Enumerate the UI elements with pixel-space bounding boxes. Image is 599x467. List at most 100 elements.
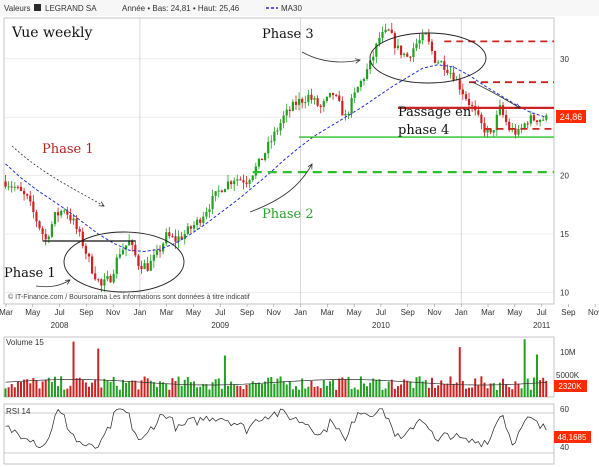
candle-body — [430, 41, 434, 51]
candle-body — [124, 245, 128, 250]
x-tick-label: Mar — [481, 308, 495, 317]
volume-bar — [257, 382, 260, 397]
volume-tick-10m: 10M — [560, 348, 576, 357]
volume-bar — [412, 387, 415, 397]
volume-bar — [319, 388, 322, 397]
candle-body — [4, 181, 7, 187]
candle-body — [97, 279, 100, 281]
candle-body — [44, 233, 47, 240]
candle-body — [174, 236, 177, 242]
volume-bar — [452, 383, 455, 397]
candle-body — [440, 61, 443, 63]
candle-body — [260, 158, 264, 161]
volume-bar — [418, 376, 421, 397]
volume-bar — [57, 386, 60, 397]
volume-bar — [406, 380, 409, 397]
candle-body — [291, 101, 295, 111]
candle-body — [344, 113, 347, 116]
candle-body — [202, 216, 205, 223]
volume-bar — [146, 378, 149, 397]
candle-body — [437, 62, 440, 64]
year-separators — [139, 18, 462, 304]
volume-bar — [495, 389, 498, 397]
candle-body — [307, 94, 310, 103]
candle-body — [38, 221, 41, 229]
candle-body — [378, 37, 381, 44]
volume-bar — [94, 379, 97, 397]
x-tick-label: May — [507, 308, 522, 317]
volume-bar — [165, 383, 168, 397]
candle-body — [505, 115, 508, 122]
candle-body — [165, 232, 168, 244]
ellipse-phase1 — [63, 231, 185, 293]
x-tick-label: Sep — [240, 308, 255, 317]
volume-bar — [53, 376, 56, 397]
volume-bar — [505, 384, 508, 397]
candle-body — [94, 273, 97, 280]
candle-body — [467, 98, 471, 106]
volume-bar — [288, 381, 291, 397]
candle-body — [245, 182, 248, 184]
x-year-label: 2011 — [533, 321, 551, 330]
header-valeurs-label: Valeurs — [4, 4, 31, 13]
candle-body — [362, 78, 366, 82]
x-tick-label: Sep — [561, 308, 576, 317]
candle-body — [41, 228, 44, 234]
volume-bar — [236, 385, 239, 397]
x-tick-label: Jul — [376, 308, 386, 317]
candle-body — [60, 210, 63, 216]
volume-bar — [121, 379, 124, 397]
volume-bar — [387, 381, 390, 397]
candle-body — [26, 194, 29, 196]
candle-body — [285, 109, 288, 116]
candle-body — [63, 210, 66, 212]
volume-tick-5000k: 5000K — [556, 371, 580, 380]
volume-bar — [369, 382, 372, 397]
volume-bar — [214, 379, 217, 397]
candle-body — [359, 81, 362, 88]
candle-body — [372, 56, 375, 61]
candle-body — [242, 180, 245, 183]
volume-bar — [109, 382, 112, 397]
volume-bar — [443, 384, 446, 397]
x-tick-label: Sep — [401, 308, 416, 317]
candle-body — [498, 105, 502, 115]
candle-body — [403, 53, 406, 56]
candle-body — [205, 211, 208, 217]
volume-bar — [279, 376, 282, 397]
candle-body — [452, 72, 455, 81]
ma30-line — [5, 64, 547, 253]
candle-body — [118, 254, 121, 258]
candle-body — [276, 130, 279, 132]
volume-bar — [400, 384, 403, 397]
volume-bar — [307, 386, 310, 397]
x-tick-label: Mar — [160, 308, 174, 317]
volume-bar — [97, 348, 100, 397]
volume-bar — [332, 379, 335, 397]
candle-body — [248, 180, 251, 184]
volume-bar — [72, 341, 75, 397]
candle-body — [29, 195, 32, 202]
candle-body — [208, 209, 211, 212]
candle-body — [415, 43, 418, 49]
candle-body — [288, 109, 291, 111]
volume-bar — [474, 378, 477, 397]
candle-body — [446, 69, 449, 73]
candle-body — [171, 236, 174, 238]
volume-bar — [251, 381, 254, 397]
x-year-label: 2010 — [372, 321, 390, 330]
volume-bar — [4, 388, 7, 397]
volume-bar — [508, 387, 511, 397]
rsi-last: 48,1685 — [558, 433, 587, 442]
volume-bar — [498, 382, 501, 397]
candle-body — [75, 218, 78, 230]
x-axis-year-labels: 2008 2009 2010 2011 — [51, 321, 551, 330]
candle-body — [81, 231, 84, 246]
candle-body — [103, 279, 106, 286]
volume-bar — [350, 389, 353, 397]
candle-body — [149, 260, 152, 271]
arrow-phase3 — [301, 51, 360, 62]
annotation-phase1-top: Phase 1 — [42, 142, 94, 157]
volume-last-box — [554, 380, 587, 392]
volume-bar — [520, 388, 523, 397]
